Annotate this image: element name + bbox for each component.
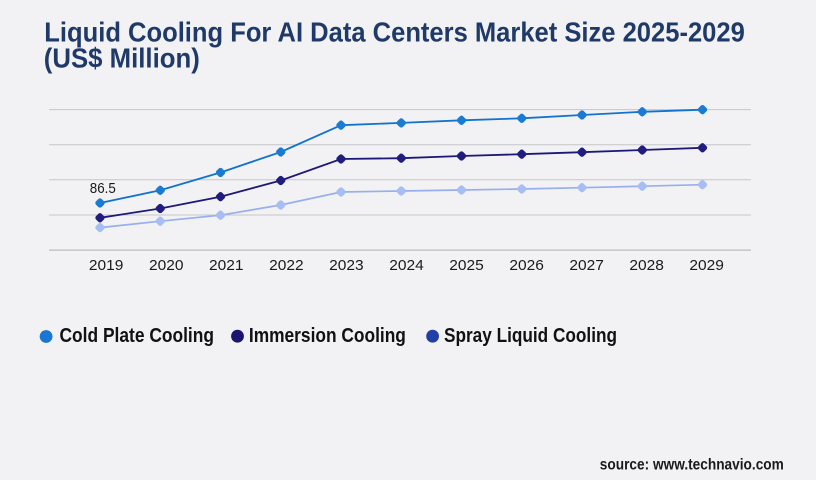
svg-text:2028: 2028	[629, 257, 664, 274]
svg-text:Cold Plate Cooling: Cold Plate Cooling	[60, 325, 215, 347]
svg-text:Immersion Cooling: Immersion Cooling	[249, 325, 406, 347]
svg-text:2022: 2022	[269, 257, 304, 274]
svg-text:2029: 2029	[689, 257, 724, 274]
svg-text:2023: 2023	[329, 257, 364, 274]
svg-text:2020: 2020	[149, 257, 184, 274]
svg-text:Liquid Cooling For AI Data Cen: Liquid Cooling For AI Data Centers Marke…	[44, 16, 745, 47]
svg-text:2025: 2025	[449, 257, 484, 274]
svg-text:2019: 2019	[89, 257, 124, 274]
svg-text:86.5: 86.5	[90, 181, 116, 197]
svg-text:Spray Liquid Cooling: Spray Liquid Cooling	[444, 325, 617, 347]
svg-text:2021: 2021	[209, 257, 244, 274]
svg-text:2027: 2027	[569, 257, 604, 274]
svg-text:(US$ Million): (US$ Million)	[44, 43, 200, 74]
svg-text:source: www.technavio.com: source: www.technavio.com	[600, 457, 784, 474]
svg-text:2024: 2024	[389, 257, 424, 274]
svg-text:2026: 2026	[509, 257, 544, 274]
